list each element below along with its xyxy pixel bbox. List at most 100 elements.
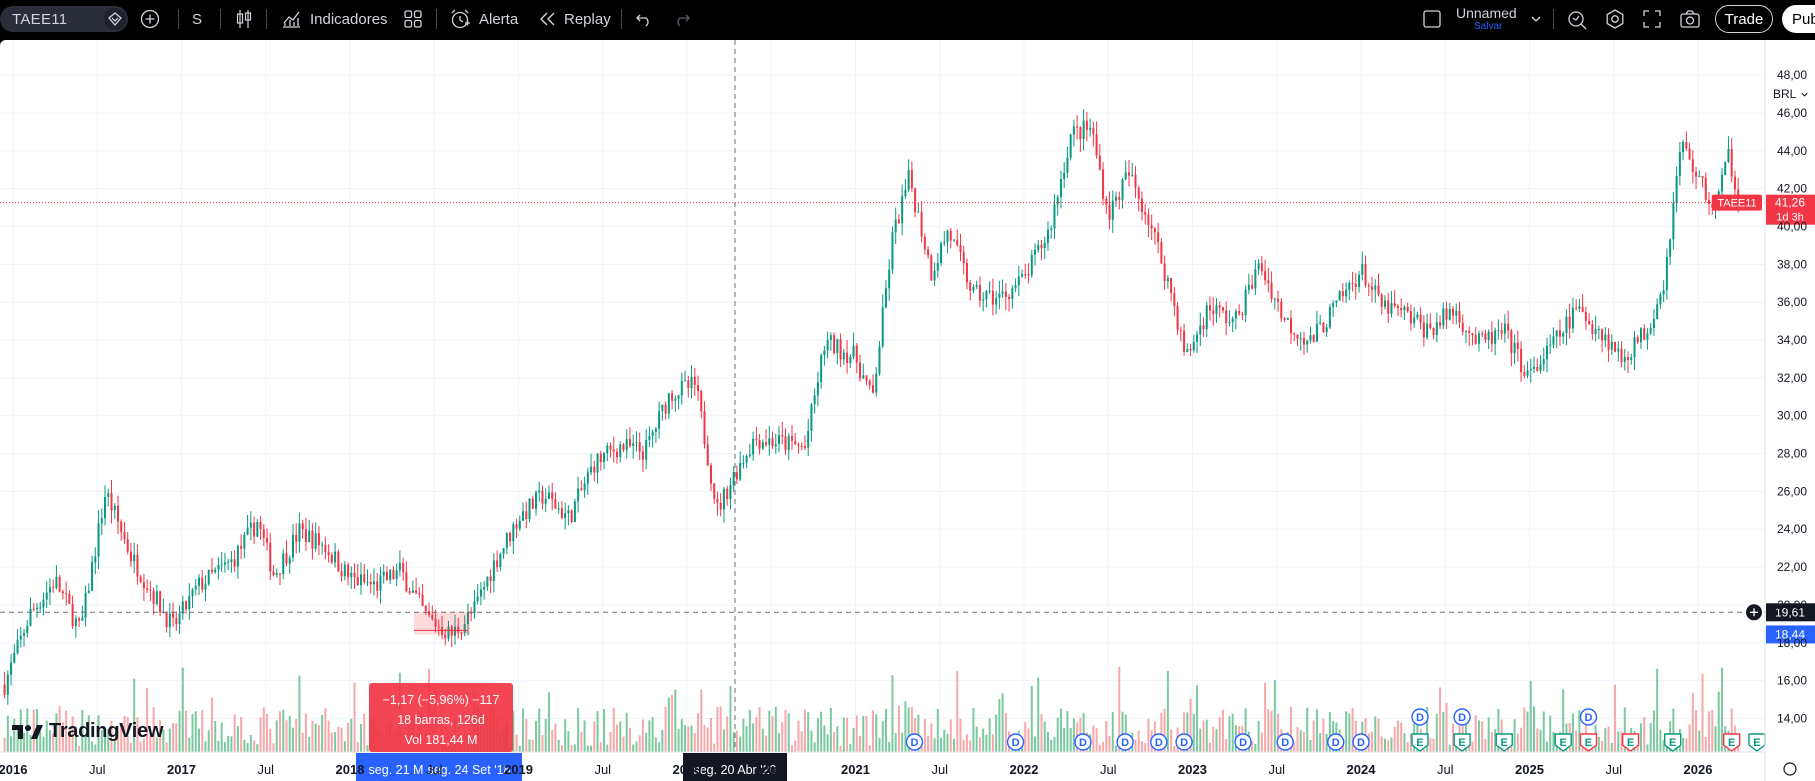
indicators-button[interactable]: Indicadores — [280, 0, 388, 38]
volume-bar — [1260, 732, 1263, 752]
candle-body — [1244, 289, 1247, 316]
volume-bar — [1659, 729, 1662, 752]
volume-bar — [1523, 707, 1526, 752]
volume-bar — [1601, 740, 1604, 752]
undo-icon[interactable] — [634, 0, 654, 38]
earnings-marker-icon — [1621, 733, 1640, 752]
candle-body — [1105, 198, 1108, 205]
symbol-diamond-icon[interactable] — [104, 8, 126, 30]
layout-save-link[interactable]: Salvar — [1474, 21, 1503, 32]
volume-bar — [1387, 740, 1390, 752]
layout-templates-icon[interactable] — [403, 0, 423, 38]
volume-bar — [855, 715, 858, 752]
volume-bar — [288, 715, 291, 752]
price-tick-label: 42,00 — [1777, 182, 1807, 196]
candles-style-icon[interactable] — [234, 0, 254, 38]
candle-body — [1455, 310, 1458, 316]
volume-bar — [1533, 706, 1536, 752]
candle-body — [1309, 335, 1312, 341]
volume-bar — [314, 723, 317, 752]
volume-bar — [91, 741, 94, 752]
candle-body — [1387, 300, 1390, 314]
interval-button[interactable]: S — [192, 0, 202, 38]
redo-icon[interactable] — [672, 0, 692, 38]
volume-bar — [709, 718, 712, 752]
price-tick-label: 48,00 — [1777, 68, 1807, 82]
candle-body — [136, 554, 139, 577]
candle-body — [295, 534, 298, 542]
volume-bar — [272, 743, 275, 752]
volume-bar — [240, 716, 243, 752]
candle-body — [1701, 175, 1704, 178]
candle-body — [463, 623, 466, 633]
time-tick-label: Jul — [257, 762, 274, 777]
candle-body — [1348, 283, 1351, 290]
volume-bar — [1711, 709, 1714, 752]
quick-search-icon[interactable] — [1566, 0, 1588, 38]
camera-snapshot-icon[interactable] — [1679, 0, 1701, 38]
volume-bar — [1620, 731, 1623, 752]
volume-bar — [1059, 708, 1062, 752]
candle-body — [1665, 256, 1668, 291]
candle-body — [1604, 334, 1607, 341]
candle-body — [1199, 325, 1202, 335]
candle-body — [1011, 288, 1014, 300]
currency-selector[interactable]: BRL — [1773, 87, 1809, 101]
replay-button[interactable]: Replay — [538, 0, 611, 38]
trade-button[interactable]: Trade — [1715, 5, 1773, 33]
fullscreen-icon[interactable] — [1642, 0, 1662, 38]
earnings-marker-icon — [1554, 733, 1572, 752]
dividend-marker-icon — [1579, 708, 1598, 726]
candle-body — [1380, 294, 1383, 307]
volume-bar — [700, 689, 703, 752]
indicators-icon — [283, 11, 300, 28]
candle-body — [405, 572, 408, 592]
volume-bar — [936, 708, 939, 752]
event-marker-letter: E — [1627, 737, 1634, 749]
volume-bar — [829, 707, 832, 752]
tradingview-logo[interactable]: TradingView — [12, 720, 163, 743]
volume-bar — [181, 667, 184, 752]
volume-bar — [266, 713, 269, 752]
candle-body — [1247, 284, 1250, 290]
alert-button[interactable]: Alerta — [449, 0, 518, 38]
volume-bar — [1105, 721, 1108, 752]
event-marker-letter: E — [1669, 737, 1676, 749]
candle-body — [45, 592, 48, 600]
volume-bar — [13, 718, 16, 752]
candle-body — [269, 542, 272, 572]
candle-body — [839, 339, 842, 360]
volume-bar — [68, 736, 71, 752]
time-tick-label: 2025 — [1515, 762, 1544, 777]
volume-bar — [1348, 713, 1351, 752]
volume-bar — [188, 737, 191, 752]
publish-button[interactable]: Pub — [1782, 5, 1815, 33]
candle-body — [1273, 298, 1276, 300]
candle-body — [133, 554, 136, 562]
volume-bar — [1124, 714, 1127, 752]
volume-bar — [61, 722, 64, 752]
volume-bar — [58, 706, 61, 752]
candle-body — [1293, 333, 1296, 335]
candle-body — [1669, 239, 1672, 257]
candle-body — [1520, 349, 1523, 373]
candle-body — [641, 451, 644, 460]
candle-body — [6, 674, 9, 695]
layout-name-button[interactable]: Unnamed — [1456, 5, 1517, 21]
volume-bar — [246, 742, 249, 752]
settings-gear-icon[interactable] — [1604, 0, 1626, 38]
volume-bar — [1552, 731, 1555, 752]
volume-bar — [1452, 723, 1455, 752]
layout-checkbox[interactable] — [1422, 0, 1442, 38]
candle-body — [1270, 283, 1273, 300]
candle-body — [1636, 337, 1639, 343]
volume-bar — [616, 724, 619, 752]
candle-body — [1072, 126, 1075, 135]
candle-body — [402, 562, 405, 573]
compare-add-icon[interactable] — [139, 0, 161, 38]
chevron-down-icon[interactable] — [1530, 0, 1542, 38]
volume-bar — [1328, 711, 1331, 752]
candle-body — [1328, 307, 1331, 328]
